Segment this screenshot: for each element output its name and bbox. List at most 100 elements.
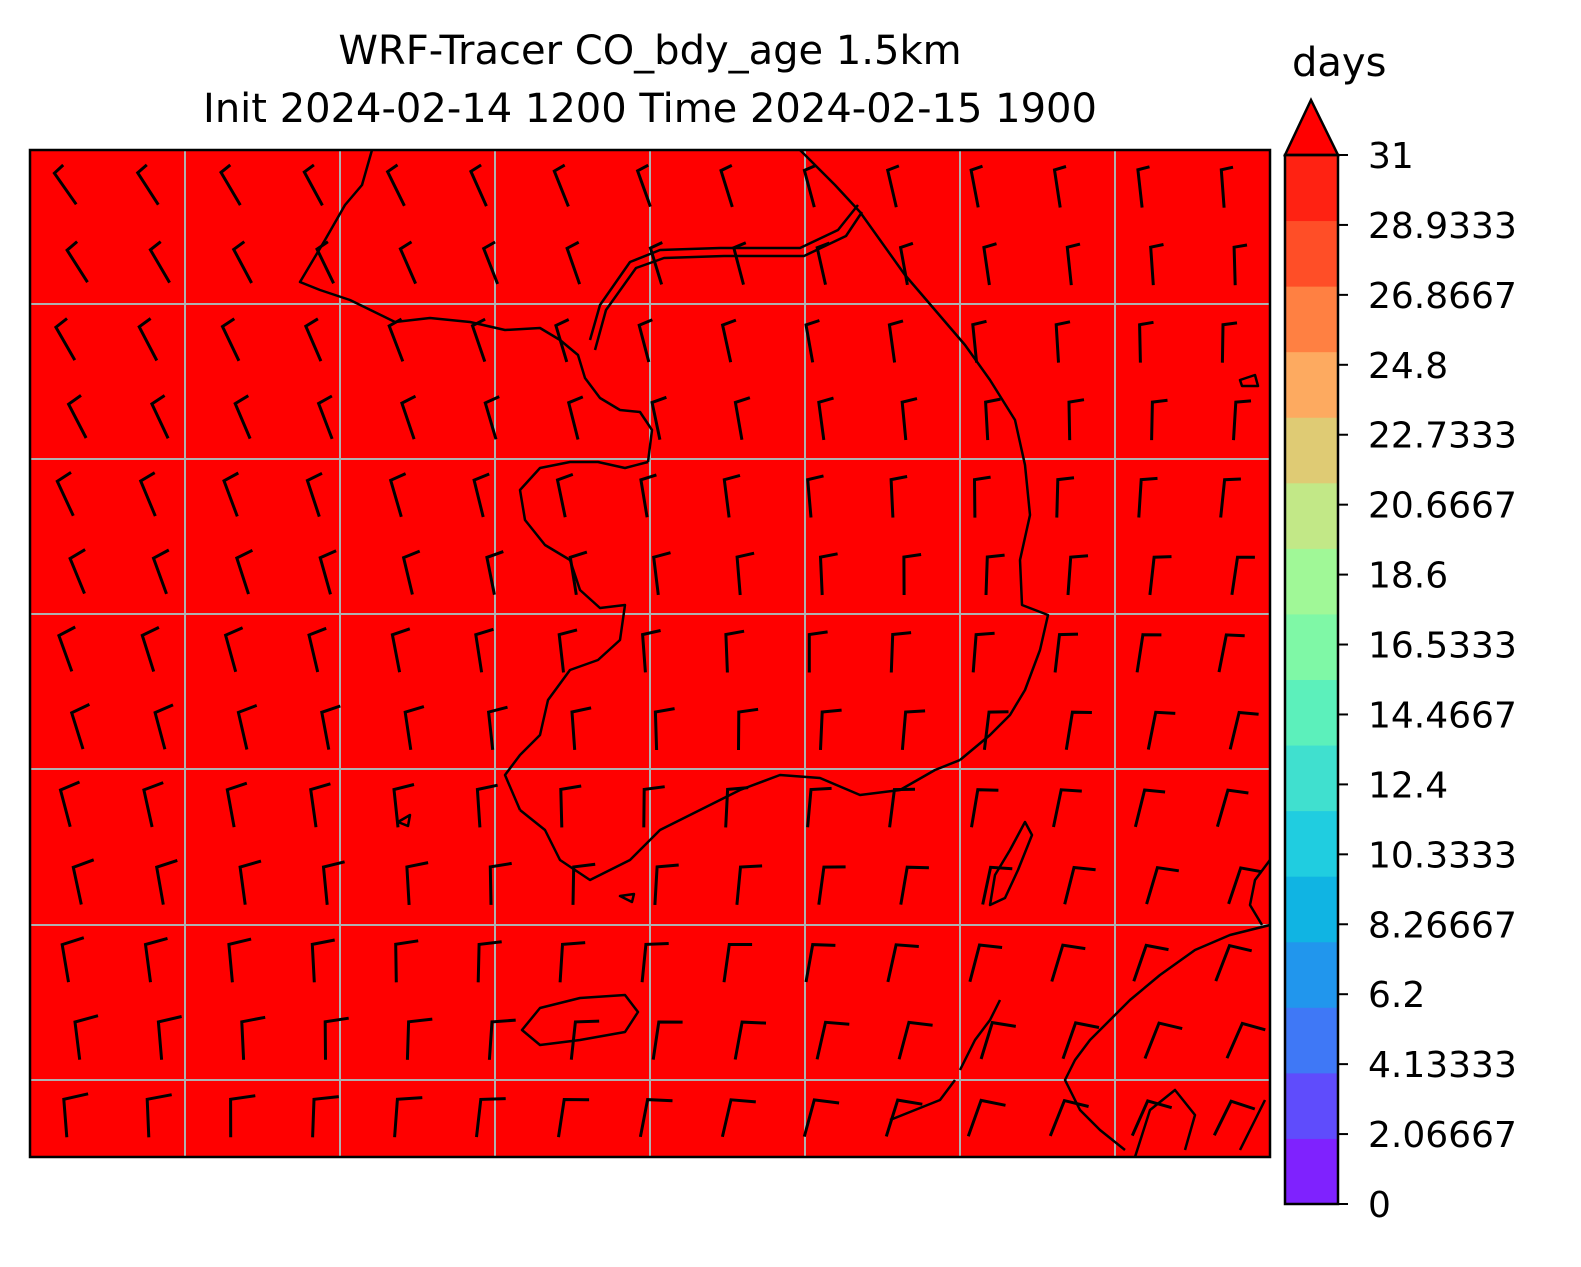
- wind-barb: [966, 1098, 1006, 1137]
- wind-barb: [1146, 710, 1176, 750]
- wind-barb: [151, 548, 170, 595]
- wind-barb: [405, 861, 429, 905]
- wind-barb: [393, 1096, 423, 1138]
- wind-barb: [142, 781, 164, 828]
- wind-barb: [815, 1020, 850, 1060]
- map-gridlines: [30, 150, 1270, 1157]
- wind-barb: [1053, 632, 1079, 673]
- tsushima-island: [988, 820, 1034, 907]
- wind-barb: [897, 1020, 933, 1060]
- wind-barb: [154, 858, 178, 905]
- wind-barb: [1219, 165, 1234, 208]
- wind-barb: [1212, 1099, 1256, 1136]
- wind-barb: [1220, 321, 1238, 363]
- wind-barb: [972, 475, 991, 518]
- colorbar-tick-label: 31: [1368, 136, 1414, 177]
- wind-barb: [889, 475, 908, 518]
- colorbar-tick-label: 22.7333: [1368, 416, 1517, 457]
- wind-barb: [55, 471, 75, 517]
- wind-barb: [231, 240, 253, 284]
- small-island-3: [618, 892, 636, 904]
- korea-west-coast: [503, 460, 649, 811]
- wind-barb: [982, 242, 997, 286]
- wind-barb: [1055, 476, 1075, 518]
- wind-barb: [305, 471, 323, 518]
- wind-barb: [385, 163, 406, 207]
- wind-barb: [635, 163, 652, 208]
- wind-barb: [806, 786, 832, 828]
- wind-barb: [981, 865, 1013, 905]
- wind-barb: [394, 939, 419, 983]
- wind-barb: [652, 551, 671, 596]
- colorbar-segment: [1285, 941, 1338, 1008]
- wind-barb: [475, 1097, 506, 1138]
- wind-barb: [648, 241, 664, 285]
- wind-barb: [889, 631, 912, 673]
- wind-barb: [720, 1098, 756, 1138]
- wind-barb: [71, 858, 95, 905]
- coastlines: [298, 149, 1271, 1158]
- wind-barb: [398, 240, 417, 285]
- wind-barb: [817, 396, 834, 441]
- colorbar-segment: [1285, 876, 1338, 943]
- wind-barb: [554, 318, 570, 363]
- colorbar-tick-label: 20.6667: [1368, 486, 1517, 527]
- wind-barb: [148, 240, 171, 284]
- wind-barb: [735, 864, 763, 905]
- wind-barb: [66, 394, 88, 439]
- colorbar-tick-label: 28.9333: [1368, 206, 1517, 247]
- wind-barb: [320, 704, 341, 750]
- wind-barb: [1133, 788, 1166, 828]
- wind-barb: [565, 240, 582, 285]
- wind-barb: [888, 787, 916, 828]
- wind-barb: [153, 703, 174, 750]
- wind-barb: [472, 472, 490, 518]
- wind-barb: [555, 472, 574, 518]
- colorbar: 0 2.06667 4.13333 6.2 8.26667 10.3333 12.4 14.4…: [1283, 97, 1517, 1226]
- wind-barb: [559, 784, 582, 828]
- wind-barb: [569, 1019, 600, 1060]
- wind-barb: [1067, 398, 1085, 441]
- wind-barb: [1150, 398, 1168, 441]
- wind-barb: [885, 164, 900, 208]
- wind-barb: [552, 163, 570, 207]
- wind-barb: [719, 164, 734, 208]
- colorbar-segment: [1285, 679, 1338, 746]
- wind-barb: [405, 1017, 433, 1060]
- wind-barb: [650, 395, 667, 441]
- map-frame: [28, 148, 1272, 1159]
- colorbar-extend-arrow: [1283, 97, 1341, 157]
- wind-barb: [557, 628, 578, 673]
- colorbar-segment: [1285, 810, 1338, 877]
- wind-barb: [1232, 243, 1248, 286]
- wind-barb: [233, 394, 252, 440]
- wind-barb: [390, 627, 411, 673]
- wind-barb: [315, 240, 335, 284]
- wind-barb: [1052, 165, 1067, 208]
- wind-barb: [236, 703, 258, 750]
- wind-barb: [400, 394, 417, 440]
- wind-barb: [802, 1098, 840, 1137]
- wind-barb: [1136, 165, 1150, 208]
- colorbar-tick-label: 26.8667: [1368, 276, 1517, 317]
- wind-barb: [65, 240, 89, 284]
- wind-barb: [140, 626, 160, 673]
- wind-barb: [1063, 865, 1096, 905]
- wind-barb: [899, 865, 929, 905]
- colorbar-frame: [1283, 153, 1340, 1206]
- wind-barb: [971, 319, 987, 363]
- wind-barb: [69, 703, 91, 750]
- wind-barb: [1065, 242, 1081, 286]
- wind-barb: [720, 318, 737, 363]
- wind-barb: [135, 163, 160, 206]
- wind-barb: [651, 1020, 683, 1060]
- wind-barbs: [52, 163, 1266, 1138]
- wind-barb: [642, 785, 665, 828]
- colorbar-tick-label: 10.3333: [1368, 835, 1517, 876]
- wind-barb: [303, 317, 323, 362]
- colorbar-tick-label: 8.26667: [1368, 905, 1517, 946]
- colorbar-tick-label: 14.4667: [1368, 695, 1517, 736]
- wind-barb: [886, 943, 919, 983]
- wind-barb: [887, 319, 904, 363]
